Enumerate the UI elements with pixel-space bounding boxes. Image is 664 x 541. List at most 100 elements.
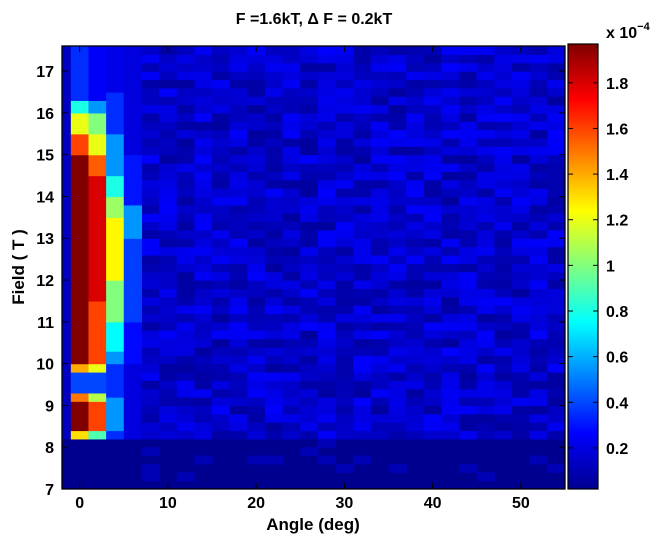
heatmap-column-cell <box>70 154 90 365</box>
heatmap-column-cell <box>106 196 125 218</box>
heatmap-cell <box>388 405 407 415</box>
heatmap-cell <box>406 188 425 198</box>
heatmap-cell <box>370 288 390 298</box>
heatmap-cell <box>406 112 425 122</box>
heatmap-cell <box>494 288 513 298</box>
heatmap-cell <box>300 338 319 348</box>
heatmap-cell <box>300 280 319 289</box>
heatmap-cell <box>512 229 531 239</box>
heatmap-cell <box>388 54 407 64</box>
heatmap-cell <box>159 338 178 348</box>
heatmap-cell <box>494 129 513 139</box>
heatmap-cell <box>194 79 213 89</box>
heatmap-cell <box>194 455 213 465</box>
heatmap-cell <box>159 129 178 139</box>
heatmap-cell <box>494 397 513 407</box>
heatmap-cell <box>264 363 284 373</box>
heatmap-column-cell <box>123 154 143 206</box>
heatmap-cell <box>264 179 284 189</box>
heatmap-cell <box>335 238 354 248</box>
heatmap-cell <box>353 363 372 373</box>
chart-title: F =1.6kT, Δ F = 0.2kT <box>236 11 393 28</box>
heatmap-cell <box>141 179 160 189</box>
heatmap-cell <box>353 254 372 264</box>
heatmap-cell <box>423 179 443 189</box>
heatmap-cell <box>529 221 548 231</box>
heatmap-cell <box>229 296 248 306</box>
heatmap-cell <box>282 355 301 365</box>
heatmap-cell <box>212 96 231 106</box>
heatmap-cell <box>476 137 495 147</box>
heatmap-cell <box>547 246 565 256</box>
heatmap-cell <box>388 263 407 273</box>
heatmap-cell <box>370 280 390 289</box>
colorbar-multiplier: x 10−4 <box>606 21 651 42</box>
heatmap-cell <box>282 221 301 231</box>
heatmap-cell <box>476 188 495 198</box>
heatmap-column-cell <box>106 351 125 365</box>
heatmap-cell <box>300 104 319 114</box>
heatmap-cell <box>494 146 513 156</box>
heatmap-cell <box>229 388 248 398</box>
heatmap-cell <box>370 137 390 147</box>
heatmap-cell <box>159 188 178 198</box>
heatmap-cell <box>317 188 337 198</box>
heatmap-cell <box>494 321 513 331</box>
heatmap-cell <box>335 87 354 97</box>
heatmap-cell <box>476 371 495 381</box>
heatmap-cell <box>141 188 160 198</box>
heatmap-cell <box>406 137 425 147</box>
heatmap-cell <box>353 296 372 306</box>
heatmap-cell <box>353 163 372 172</box>
heatmap-cell <box>529 422 548 432</box>
heatmap-cell <box>300 238 319 248</box>
heatmap-cell <box>335 405 354 415</box>
heatmap-cell <box>159 371 178 381</box>
heatmap-cell <box>300 96 319 106</box>
heatmap-cell <box>512 54 531 64</box>
heatmap-column-cell <box>123 363 143 440</box>
heatmap-cell <box>529 179 548 189</box>
heatmap-cell <box>212 263 231 273</box>
heatmap-cell <box>547 46 565 47</box>
heatmap-cell <box>512 179 531 189</box>
heatmap-cell <box>212 196 231 206</box>
heatmap-cell <box>441 388 460 398</box>
heatmap-cell <box>512 213 531 223</box>
colorbar-gradient <box>567 43 599 490</box>
heatmap-cell <box>176 204 195 214</box>
heatmap-cell <box>141 71 160 81</box>
heatmap-cell <box>229 280 248 289</box>
heatmap-cell <box>459 221 478 231</box>
heatmap-cell <box>494 179 513 189</box>
heatmap-cell <box>406 196 425 206</box>
heatmap-cell <box>459 305 478 315</box>
heatmap-cell <box>282 346 301 356</box>
heatmap-cell <box>282 129 301 139</box>
heatmap-cell <box>212 397 231 407</box>
heatmap-cell <box>459 280 478 289</box>
heatmap-cell <box>159 380 178 390</box>
heatmap-cell <box>229 271 248 281</box>
heatmap-cell <box>335 163 354 172</box>
heatmap-cell <box>159 422 178 432</box>
heatmap-cell <box>476 154 495 164</box>
heatmap-cell <box>459 229 478 239</box>
heatmap-cell <box>353 146 372 156</box>
heatmap-cell <box>441 121 460 131</box>
heatmap-cell <box>370 388 390 398</box>
heatmap-cell <box>547 196 565 206</box>
heatmap-cell <box>264 71 284 81</box>
heatmap-cell <box>476 296 495 306</box>
heatmap-cell <box>264 305 284 315</box>
heatmap-cell <box>212 313 231 323</box>
heatmap-cell <box>176 397 195 407</box>
heatmap-cell <box>370 221 390 231</box>
heatmap-cell <box>212 46 231 47</box>
heatmap-cell <box>229 204 248 214</box>
heatmap-cell <box>547 380 565 390</box>
heatmap-cell <box>476 179 495 189</box>
heatmap-cell <box>317 422 337 432</box>
heatmap-column-cell <box>88 363 107 373</box>
heatmap-column-cell <box>106 280 125 323</box>
